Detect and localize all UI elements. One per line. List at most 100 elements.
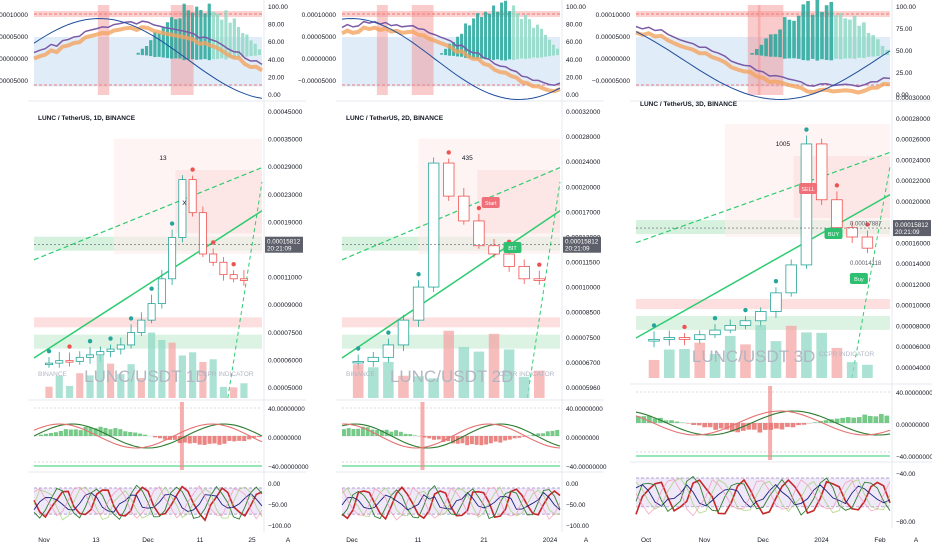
candle-body [800,143,813,266]
macd-histogram-bar [512,436,517,439]
range-zone [418,138,560,254]
macd-histogram-bar [493,436,498,442]
price-axis-tick: 0.00029000 [268,164,303,171]
macd-signal-line [635,410,891,436]
price-axis-tick: 0.00020000 [896,199,931,206]
volume-bar [443,330,455,398]
macd-histogram-bar [53,432,58,436]
osc-right-tick: 60.00 [566,39,583,46]
price-countdown: 20:21:09 [565,246,590,253]
macd-histogram-bar [207,436,212,444]
level-label: 0.00014118 [850,261,882,267]
candle-body [55,360,64,364]
candle-body [770,292,782,312]
macd-histogram-bar [840,417,846,423]
oscillator-bar [754,49,759,56]
oscillator-bar [153,32,157,57]
candle-body [785,264,797,294]
oscillator-bar [245,34,249,57]
projection-line [227,181,263,399]
volume-bar [367,367,379,398]
signal-dot [231,262,236,267]
candle-body [648,338,660,342]
candle-body [45,362,53,366]
oscillator-bar [540,28,544,58]
macd-histogram-bar [878,414,884,423]
macd-histogram-bar [507,436,512,440]
auto-scale-toggle: A [914,537,919,544]
macd-histogram-bar [432,436,436,440]
trend-line [341,210,561,359]
macd-histogram-bar [408,434,413,436]
oscillator-bar [796,15,801,59]
macd-histogram-bar [550,430,555,436]
trend-line [635,194,891,339]
price-countdown: 20:21:09 [267,246,292,253]
macd-histogram-bar [394,430,399,436]
oscillator-bar [504,0,508,61]
macd-histogram-bar [68,429,73,436]
annotation-text: X [182,200,187,207]
oscillator-signal [33,17,263,99]
macd-histogram-bar [346,428,351,436]
price-axis-tick: 0.00007500 [566,335,601,342]
macd-histogram-bar [162,436,168,440]
rsi-band [636,478,890,507]
trend-line-dashed [635,151,891,244]
signal-tag: Start [485,201,497,207]
macd-histogram-bar [469,436,474,445]
osc-right-tick: 75.00 [896,26,913,33]
oscillator-bar [480,17,484,59]
price-label-bg [893,220,931,237]
oscillator-bar [456,36,460,57]
osc-left-tick: 0.00005000 [596,34,631,41]
macd-line [341,423,561,449]
macd-histogram-bar [360,426,365,436]
macd-histogram-bar [488,436,493,444]
macd-histogram-bar [801,423,807,425]
price-axis-tick: 0.00011500 [566,260,600,267]
macd-histogram-bar [83,426,88,436]
rsi-line [341,486,561,518]
signal-dot [210,240,216,245]
macd-histogram-bar [403,433,408,436]
macd-signal-band [179,402,184,470]
macd-histogram-bar [812,422,818,423]
price-axis-tick: 0.00006700 [566,360,601,367]
chart-header: LUNC / TetherUS, 1D, BINANCE [38,115,136,122]
volume-bar [209,359,217,398]
osc-left-tick: 0.00005000 [302,34,337,41]
rsi-axis-tick: −100.00 [566,523,589,530]
oscillator-bar [216,13,220,60]
rsi-axis-tick: −50.00 [566,502,586,509]
time-axis-tick: 11 [415,537,422,544]
price-axis-tick: 0.00016000 [896,240,931,247]
macd-histogram-bar [503,436,508,441]
signal-tag: Buy [854,277,864,283]
candle-body [443,162,455,197]
oscillator-bar [848,19,852,59]
price-axis-tick: 0.00024000 [566,159,601,166]
signal-tag: BIT [508,246,517,252]
macd-histogram-bar [389,431,394,436]
time-axis-tick: 21 [480,537,488,544]
candle-body [116,344,125,350]
oscillator-bar [174,19,178,59]
signal-dot [128,316,134,321]
macd-histogram-bar [222,436,227,444]
oscillator-bar [241,33,245,57]
macd-histogram-bar [242,436,247,442]
macd-histogram-bar [217,436,222,445]
auto-scale-toggle: A [584,537,589,544]
watermark-sub: CCPR INDICATOR [819,351,875,358]
watermark-sub: CCPR INDICATOR [499,371,555,378]
signal-dot [386,330,391,335]
oscillator-bar [810,15,815,59]
overbought-zone [342,11,560,17]
signal-tag-bg [799,183,818,194]
price-axis-tick: 0.00028000 [566,134,601,141]
chart-header: LUNC / TetherUS, 3D, BINANCE [640,101,738,108]
macd-histogram-bar [118,429,123,436]
price-axis-tick: 0.00026000 [896,137,931,144]
signal-tag-bg [824,228,843,239]
